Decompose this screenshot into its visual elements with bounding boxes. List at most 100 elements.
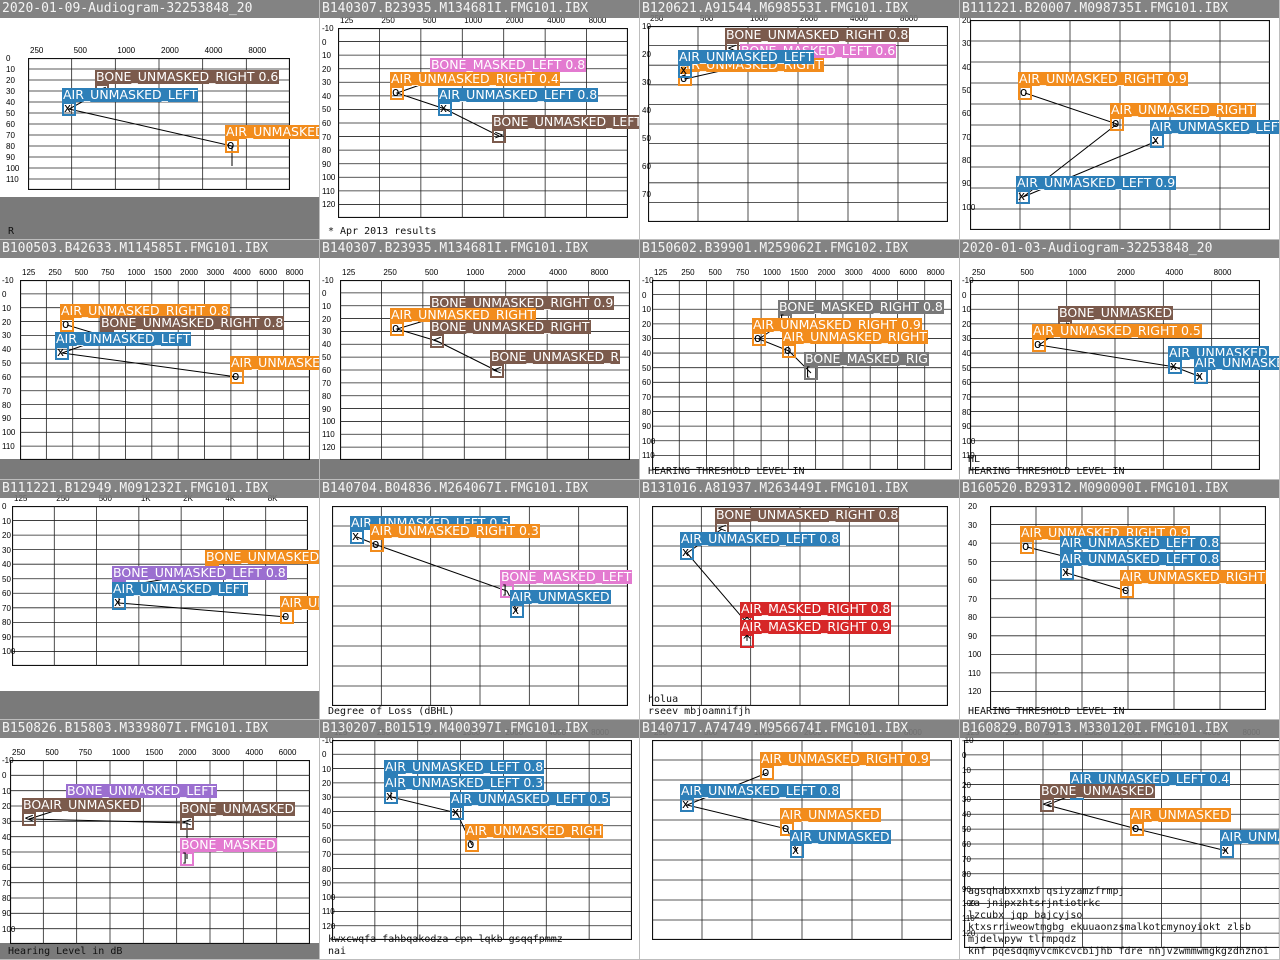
handwritten-text: holua: [648, 694, 679, 705]
db-label: 10: [2, 516, 11, 526]
annotation-label: AIR_UN: [280, 596, 319, 610]
db-label: 40: [322, 340, 331, 350]
db-label: -10: [322, 736, 334, 745]
frequency-label: 250: [681, 268, 695, 277]
symbol-mark: o: [392, 321, 400, 335]
symbol-mark: o: [1022, 539, 1030, 553]
audiogram-tile[interactable]: 125 250 500 1K 2K 4K 8K 0 10 20 30 40 50 60 70 80 90 100 B…: [0, 480, 320, 720]
frequency-label: 2000: [1117, 268, 1135, 277]
audiogram-tile[interactable]: 12525050010002000300040008000-1001020304…: [960, 720, 1280, 960]
frequency-label: 250: [56, 494, 70, 503]
audiogram-tile[interactable]: 20 30 40 50 60 70 80 90 100 AIR_UNMASKED_RIGHT 0.…: [960, 0, 1280, 240]
db-label: 90: [322, 878, 331, 888]
audiogram-tile[interactable]: 250 500 1000 2000 4000 8000 -10 0 10 20 30 40 50 60 70…: [960, 240, 1280, 480]
db-label: 90: [2, 414, 11, 424]
threshold-trace: [395, 78, 500, 137]
db-axis: -10 0 10 20 30 40 50 60 70 80 90 100 110: [962, 276, 982, 470]
symbol-mark: <: [24, 811, 35, 825]
annotation-box: [1150, 134, 1164, 148]
handwritten-text: * Apr 2013 results: [328, 226, 437, 237]
annotation-box: [490, 364, 504, 378]
annotation-box: [1220, 844, 1234, 858]
db-label: 120: [322, 200, 336, 210]
db-label: 40: [322, 807, 331, 817]
frequency-label: 4000: [872, 268, 890, 277]
db-label: 10: [642, 22, 651, 31]
db-label: 80: [322, 864, 331, 874]
grid-frame: [20, 280, 310, 460]
frequency-label: 500: [708, 268, 722, 277]
db-label: 60: [968, 576, 977, 586]
db-label: 70: [322, 378, 331, 388]
frequency-label: 4000: [850, 14, 868, 23]
tile-title: B131016.A81937.M263449I.FMG101.IBX: [640, 480, 959, 498]
tile-title: B150602.B39901.M259062I.FMG102.IBX: [640, 240, 959, 258]
frequency-label: 250: [12, 748, 26, 757]
audiogram-tile[interactable]: 20 30 40 50 60 70 80 90 100 110 120 HEARING THRESHO…: [960, 480, 1280, 720]
frequency-label: 500: [422, 16, 437, 25]
audiogram-tile[interactable]: 125 250 500 750 1000 1500 2000 3000 4000 6000 8000…: [0, 240, 320, 480]
db-label: 80: [2, 894, 11, 903]
db-label: 40: [962, 810, 971, 820]
db-label: 100: [2, 647, 16, 657]
audiogram-tile[interactable]: 250 500 750 1000 1500 2000 3000 4000 6000 -10 0 10 2…: [0, 720, 320, 960]
audiogram-tile[interactable]: 2505001000200040008000AIR_UNMASKED_RIGHT…: [640, 720, 960, 960]
frequency-label: 750: [101, 268, 115, 277]
audiogram-tile[interactable]: Degree of Loss (dBHL) AIR_UNMASKED_LEFT 0…: [320, 480, 640, 720]
symbol-mark: x: [1196, 369, 1204, 383]
frequency-label: 500: [424, 268, 439, 277]
frequency-label: 8000: [285, 268, 304, 277]
db-label: 10: [2, 786, 11, 796]
db-label: 50: [6, 109, 15, 118]
db-axis: -10 0 10 20 30 40 50 60 70 80 90 100 110 120: [962, 736, 982, 948]
db-label: 0: [6, 54, 11, 63]
symbol-mark: >: [494, 128, 505, 142]
frequency-label: 250: [30, 46, 44, 55]
audiogram-grid: [332, 506, 628, 706]
annotation-box: [680, 798, 694, 812]
db-label: 30: [2, 545, 11, 555]
db-label: 110: [322, 186, 335, 196]
annotation-box: [390, 86, 404, 100]
db-label: 60: [2, 372, 11, 382]
annotation-label: AIR_UNMASKED: [1194, 356, 1279, 370]
frequency-label: 4000: [1165, 268, 1184, 277]
db-label: 50: [322, 105, 331, 115]
grid-frame: [12, 506, 308, 666]
threshold-trace: [1045, 792, 1228, 852]
symbol-mark: <: [182, 815, 193, 829]
grid-frame: [652, 280, 952, 470]
annotation-box: [1120, 584, 1134, 598]
annotation-box: [760, 766, 774, 780]
threshold-trace: [1022, 92, 1158, 198]
audiogram-tile[interactable]: 250 500 1000 2000 4000 8000 0 10 20 30 40 50 60 70 80 9…: [0, 0, 320, 240]
db-label: 50: [642, 134, 651, 143]
db-axis: 10 20 30 40 50 60 70: [642, 22, 662, 222]
db-label: 100: [968, 650, 982, 660]
db-label: 80: [962, 869, 971, 879]
db-label: 120: [322, 921, 336, 931]
frequency-label: 4000: [547, 16, 565, 25]
tile-title: B140717.A74749.M956674I.FMG101.IBX: [640, 720, 959, 738]
db-label: 90: [322, 404, 331, 414]
audiogram-tile[interactable]: holua rseev mbjoamnifjh BONE_UNMASKED_RIGH…: [640, 480, 960, 720]
annotation-box: [1060, 566, 1074, 580]
db-label: 40: [962, 349, 971, 359]
db-label: 10: [322, 764, 331, 774]
annotation-box: [678, 72, 692, 86]
handwritten-text: HEARING THRESHOLD LEVEL IN: [968, 466, 1125, 477]
annotation-label: AIR_UNMASKED: [510, 589, 611, 604]
annotation-label: AIR_UNMASKED_LEFT 0.8: [1060, 535, 1221, 550]
annotation-label: AIR_UNMASKED_RIGHT: [1110, 102, 1257, 117]
symbol-mark: o: [1034, 337, 1042, 351]
annotation-label: BONE_UNMASKED_RIGHT 0.9: [430, 295, 615, 310]
audiogram-tile[interactable]: 1252505001000200040008000-10010203040506…: [320, 720, 640, 960]
annotation-label: AIR_UNMASKED_RIGHT 0.9: [760, 751, 930, 766]
db-label: 40: [968, 539, 977, 549]
db-label: 120: [322, 443, 336, 453]
audiogram-tile[interactable]: 125 250 500 750 1000 1500 2000 3000 4000 6000 8000…: [640, 240, 960, 480]
annotation-label: AIR_UNMASKED_RIGHT 0.4: [390, 71, 560, 86]
audiogram-tile[interactable]: 250 500 1000 2000 4000 8000 10 20 30 40 50 60 70 BONE…: [640, 0, 960, 240]
